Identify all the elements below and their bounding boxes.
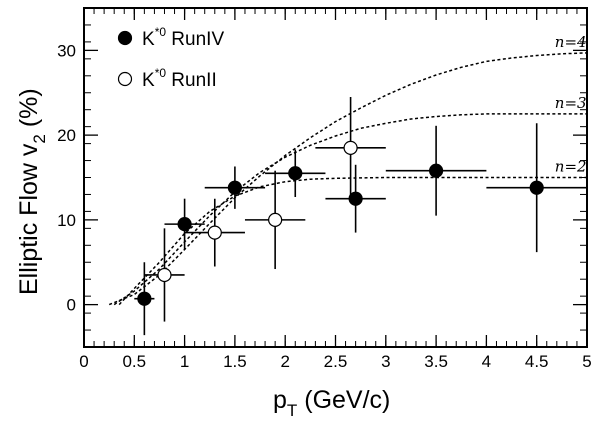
curve-n-4	[108, 52, 588, 306]
x-tick-label: 0.5	[122, 352, 146, 371]
legend-label-runiv-rest: RunIV	[166, 29, 224, 50]
marker-filled	[429, 163, 444, 178]
y-tick-label: 20	[57, 126, 76, 145]
marker-filled	[288, 166, 303, 181]
curve-label: n=4	[555, 33, 587, 51]
y-tick-label: 0	[67, 296, 76, 315]
x-tick-label: 1.5	[223, 352, 247, 371]
data-points	[134, 96, 587, 336]
axis-ticks: 0 0.5 1 1.5 2 2.5 3 3.5 4 4.5 5 0 10 20 30	[57, 7, 592, 371]
data-point	[265, 149, 326, 197]
legend-marker-open	[117, 71, 133, 87]
curve-label: n=2	[555, 158, 587, 176]
data-point	[315, 96, 386, 199]
marker-open	[157, 267, 172, 283]
marker-filled	[348, 191, 363, 206]
marker-open	[343, 140, 358, 155]
legend-label-runiv: K*0 RunIV	[142, 25, 224, 50]
y-tick-label: 10	[57, 211, 76, 230]
y-tick-label: 30	[57, 41, 76, 60]
y-axis-title: Elliptic Flow v2 (%)	[15, 88, 49, 295]
x-axis-title-rest: (GeV/c)	[297, 386, 390, 414]
data-point	[134, 262, 155, 336]
x-tick-label: 3	[381, 352, 390, 371]
x-axis-title-sub: T	[287, 401, 297, 420]
curve-label: n=3	[555, 94, 587, 112]
marker-open	[268, 212, 283, 227]
y-axis-title-sub: 2	[30, 134, 49, 143]
legend-label-runiv-sup: *0	[155, 25, 167, 39]
marker-filled	[177, 217, 192, 232]
legend-label-runii: K*0 RunII	[142, 66, 217, 91]
legend-label-runii-main: K	[142, 70, 155, 91]
legend-marker-filled	[117, 30, 133, 46]
data-point	[325, 164, 386, 233]
x-axis-title: pT (GeV/c)	[273, 386, 390, 420]
x-tick-label: 5	[582, 352, 591, 371]
x-axis-title-main: p	[273, 386, 287, 414]
data-point	[144, 228, 185, 322]
marker-open	[207, 225, 222, 240]
curve-n-2	[118, 176, 587, 306]
x-tick-label: 2.5	[324, 352, 348, 371]
legend: K*0 RunIV K*0 RunII	[117, 25, 224, 91]
x-tick-label: 3.5	[424, 352, 448, 371]
marker-filled	[227, 180, 242, 195]
x-tick-label: 2	[280, 352, 289, 371]
y-axis-title-main: Elliptic Flow v	[15, 143, 43, 295]
x-tick-label: 1	[180, 352, 189, 371]
data-point	[204, 166, 266, 209]
data-point	[184, 198, 245, 267]
data-point	[486, 123, 587, 253]
data-point	[244, 170, 306, 270]
marker-filled	[137, 291, 152, 306]
data-point	[164, 198, 205, 250]
y-axis-title-rest: (%)	[15, 88, 43, 134]
x-tick-label: 4.5	[525, 352, 549, 371]
marker-filled	[529, 180, 544, 195]
legend-label-runii-sup: *0	[155, 66, 167, 80]
legend-label-runiv-main: K	[142, 29, 155, 50]
x-tick-label: 4	[482, 352, 491, 371]
plot-frame	[83, 7, 588, 348]
x-tick-label: 0	[79, 352, 88, 371]
legend-label-runii-rest: RunII	[166, 70, 217, 91]
curve-n-3	[113, 113, 587, 306]
theory-curves: n=4 n=3 n=2	[108, 33, 588, 306]
data-point	[385, 125, 487, 216]
